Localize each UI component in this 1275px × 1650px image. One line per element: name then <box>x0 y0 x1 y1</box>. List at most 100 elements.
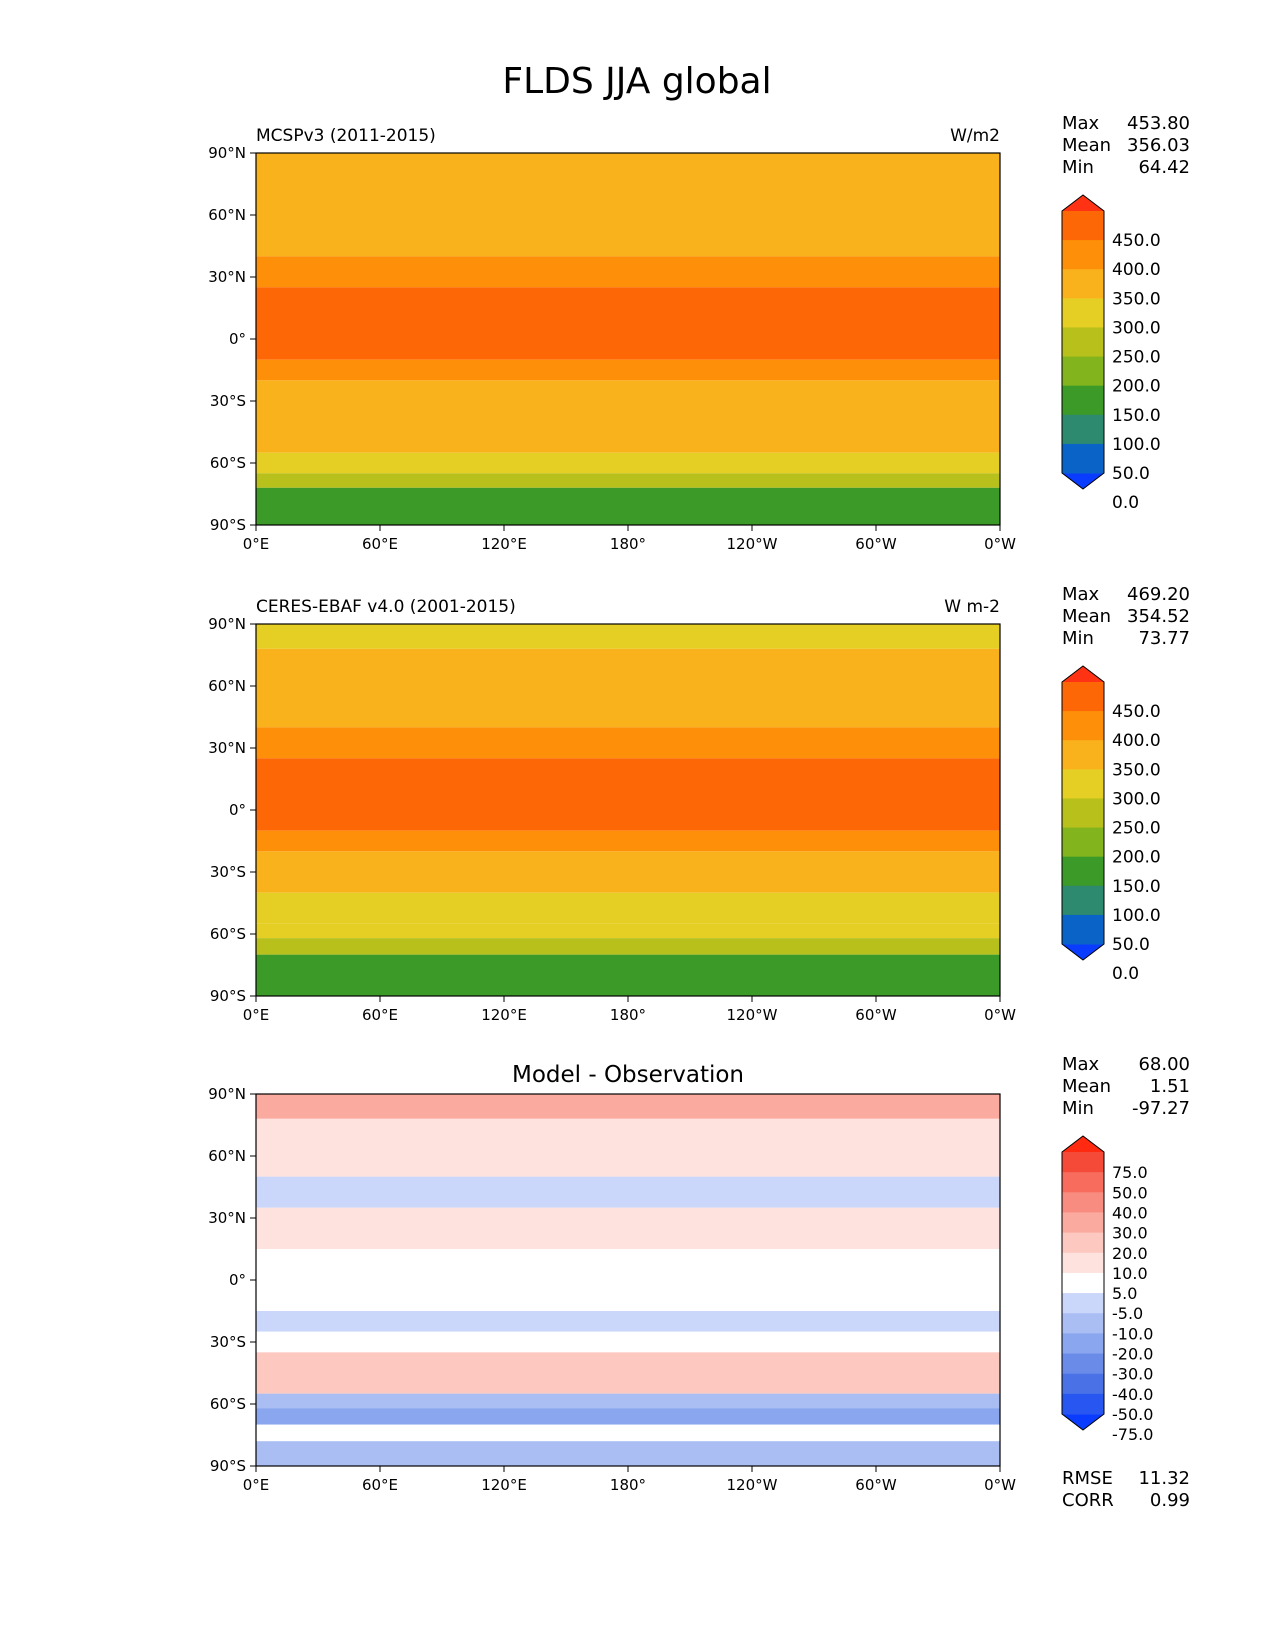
colorbar-tick-label: -50.0 <box>1112 1405 1153 1424</box>
map-band <box>256 153 1000 184</box>
y-tick-label: 60°N <box>208 206 246 224</box>
colorbar-tick-label: -10.0 <box>1112 1324 1153 1343</box>
map-band <box>256 892 1000 924</box>
colorbar-segment <box>1062 1293 1104 1314</box>
colorbar-segment <box>1062 1353 1104 1375</box>
map-band <box>256 380 1000 432</box>
map-band <box>256 1118 1000 1177</box>
y-tick-label: 30°N <box>208 1209 246 1227</box>
colorbar-segment <box>1062 1373 1104 1395</box>
colorbar-segment <box>1062 1252 1104 1274</box>
map-band <box>256 184 1000 257</box>
colorbar-outline <box>1061 665 1105 961</box>
x-tick-label: 60°E <box>362 535 398 553</box>
stat-value: 1.51 <box>1150 1076 1190 1097</box>
colorbar-tick-label: 250.0 <box>1112 819 1161 839</box>
colorbar-segment <box>1062 1192 1104 1213</box>
x-tick-label: 60°W <box>855 1476 897 1494</box>
map-band <box>256 1424 1000 1442</box>
y-tick-label: 90°N <box>208 615 246 633</box>
x-tick-label: 120°W <box>727 1476 778 1494</box>
colorbar-tick-label: 100.0 <box>1112 435 1161 455</box>
colorbar-tick-label: 400.0 <box>1112 731 1161 751</box>
colorbar-tick-label: 150.0 <box>1112 877 1161 897</box>
colorbar: 450.0 400.0 350.0 300.0 250.0 200.0 150.0 100.0… <box>1061 194 1161 513</box>
y-tick-label: 90°S <box>210 516 246 534</box>
colorbar: 75.050.040.0 30.020.010.05.0-5.0-10.0 -20.… <box>1061 1135 1153 1444</box>
stat-value: 354.52 <box>1127 606 1190 627</box>
map-band <box>256 758 1000 831</box>
map-band <box>256 1352 1000 1394</box>
x-tick-label: 120°W <box>727 1006 778 1024</box>
colorbar-tick-label: 10.0 <box>1112 1264 1148 1283</box>
colorbar-tick-label: 450.0 <box>1112 702 1161 722</box>
panel-left-title: MCSPv3 (2011-2015) <box>256 126 436 146</box>
x-tick-label: 0°W <box>984 1006 1016 1024</box>
colorbar-tick-label: 0.0 <box>1112 964 1139 984</box>
colorbar-tick-label: 100.0 <box>1112 906 1161 926</box>
colorbar-tick-label: 75.0 <box>1112 1163 1148 1182</box>
y-tick-label: 0° <box>229 330 246 348</box>
colorbar-extend-bottom <box>1062 944 1104 960</box>
stat-value: 73.77 <box>1138 628 1190 649</box>
y-tick-label: 60°S <box>210 454 246 472</box>
colorbar-segment <box>1062 327 1104 358</box>
map-band <box>256 851 1000 893</box>
colorbar-segment <box>1062 682 1104 712</box>
map-band <box>256 830 1000 852</box>
stat-value: -97.27 <box>1132 1098 1190 1119</box>
colorbar-extend-top <box>1062 666 1104 682</box>
footer-stat-label: RMSE <box>1062 1468 1113 1489</box>
colorbar-tick-label: 200.0 <box>1112 848 1161 868</box>
x-tick-label: 120°E <box>481 1006 527 1024</box>
stat-label: Min <box>1062 1098 1094 1119</box>
colorbar-segment <box>1062 1272 1104 1294</box>
x-tick-label: 0°E <box>243 535 270 553</box>
colorbar-extend-top <box>1062 195 1104 211</box>
colorbar-segment <box>1062 798 1104 829</box>
footer-stat-value: 11.32 <box>1138 1468 1190 1489</box>
x-tick-label: 60°W <box>855 535 897 553</box>
colorbar-segment <box>1062 298 1104 328</box>
colorbar-segment <box>1062 414 1104 445</box>
colorbar-tick-label: 40.0 <box>1112 1203 1148 1222</box>
colorbar-tick-label: -30.0 <box>1112 1365 1153 1384</box>
colorbar-tick-label: 50.0 <box>1112 935 1150 955</box>
colorbar-segment <box>1062 1232 1104 1254</box>
colorbar-segment <box>1062 443 1104 474</box>
stat-label: Max <box>1062 1054 1100 1075</box>
x-tick-label: 0°E <box>243 1006 270 1024</box>
map-band <box>256 487 1000 525</box>
map-band <box>256 1176 1000 1208</box>
x-tick-label: 120°E <box>481 1476 527 1494</box>
colorbar-segment <box>1062 211 1104 241</box>
colorbar-extend-top <box>1062 1136 1104 1152</box>
figure-title: FLDS JJA global <box>502 61 771 102</box>
x-tick-label: 60°W <box>855 1006 897 1024</box>
y-tick-label: 30°S <box>210 392 246 410</box>
colorbar-tick-label: 300.0 <box>1112 789 1161 809</box>
x-tick-label: 0°E <box>243 1476 270 1494</box>
colorbar-segment <box>1062 1393 1104 1415</box>
colorbar-tick-label: 30.0 <box>1112 1224 1148 1243</box>
map-band <box>256 727 1000 759</box>
map-band <box>256 1311 1000 1332</box>
y-tick-label: 0° <box>229 801 246 819</box>
stat-label: Min <box>1062 157 1094 178</box>
x-tick-label: 180° <box>610 535 646 553</box>
colorbar-segment <box>1062 740 1104 770</box>
y-tick-label: 60°S <box>210 1395 246 1413</box>
map-band <box>256 923 1000 939</box>
map-panel-1: MCSPv3 (2011-2015) W/m2 0°E 60°E 120°E 180° 12… <box>208 113 1190 553</box>
colorbar-outline <box>1061 1135 1105 1431</box>
map-band <box>256 256 1000 288</box>
map-band <box>256 359 1000 381</box>
stat-value: 469.20 <box>1127 584 1190 605</box>
colorbar-extend-bottom <box>1062 1414 1104 1430</box>
stat-label: Max <box>1062 584 1100 605</box>
map-band <box>256 954 1000 996</box>
colorbar-tick-label: 50.0 <box>1112 464 1150 484</box>
map-band <box>256 1393 1000 1409</box>
y-tick-label: 30°S <box>210 863 246 881</box>
colorbar-tick-label: 250.0 <box>1112 348 1161 368</box>
